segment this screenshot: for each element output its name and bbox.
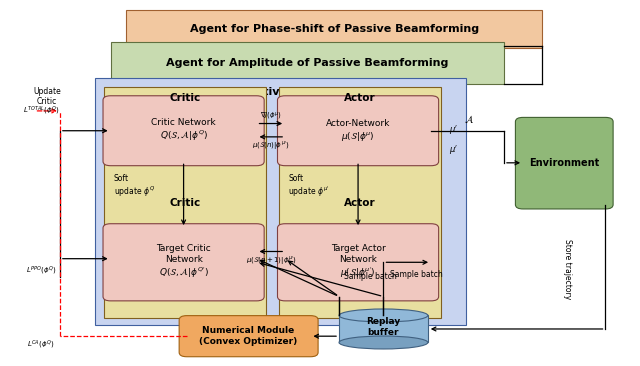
Text: Update
Critic: Update Critic [33, 87, 61, 106]
Text: $\mu'$: $\mu'$ [449, 123, 458, 136]
Text: Critic Network
$Q(\mathcal{S},\mathcal{A}|\phi^Q)$: Critic Network $Q(\mathcal{S},\mathcal{A… [151, 118, 216, 143]
Text: Numerical Module
(Convex Optimizer): Numerical Module (Convex Optimizer) [200, 326, 298, 346]
FancyBboxPatch shape [279, 87, 440, 318]
FancyBboxPatch shape [95, 78, 466, 325]
FancyBboxPatch shape [278, 96, 438, 166]
FancyBboxPatch shape [278, 224, 438, 301]
Text: Agent for Active Beamforming: Agent for Active Beamforming [186, 87, 375, 97]
Text: $L^{TOTAL}(\phi^Q)$: $L^{TOTAL}(\phi^Q)$ [22, 105, 59, 117]
Text: Soft
update $\phi^{\mu^{\prime}}$: Soft update $\phi^{\mu^{\prime}}$ [288, 174, 330, 199]
Text: Actor-Network
$\mu(\mathcal{S}|\phi^{\mu})$: Actor-Network $\mu(\mathcal{S}|\phi^{\mu… [326, 119, 390, 143]
Ellipse shape [339, 336, 428, 349]
Text: $\mathcal{A}$: $\mathcal{A}$ [464, 114, 474, 125]
Text: Target Actor
Network
$\mu(\mathcal{S}|\phi^{\mu'})$: Target Actor Network $\mu(\mathcal{S}|\p… [331, 244, 385, 280]
Text: Agent for Phase-shift of Passive Beamforming: Agent for Phase-shift of Passive Beamfor… [189, 24, 479, 34]
Ellipse shape [339, 309, 428, 322]
Text: Actor: Actor [344, 198, 376, 208]
Text: $\nabla J(\phi^{\mu})$: $\nabla J(\phi^{\mu})$ [260, 111, 282, 122]
FancyBboxPatch shape [111, 42, 504, 84]
Text: $\mu(\mathcal{S}(n+1)|\phi^{\mu^{\prime}})$: $\mu(\mathcal{S}(n+1)|\phi^{\mu^{\prime}… [246, 254, 296, 267]
Text: Critic: Critic [170, 198, 201, 208]
FancyBboxPatch shape [179, 315, 318, 357]
Text: Replay
buffer: Replay buffer [366, 317, 401, 337]
Text: Critic: Critic [170, 93, 201, 103]
Text: Sample batch: Sample batch [344, 272, 397, 281]
Bar [339, 315, 428, 343]
Text: $\mu(\mathcal{S}(n)|\phi^{\mu^{\prime}})$: $\mu(\mathcal{S}(n)|\phi^{\mu^{\prime}})… [252, 139, 290, 152]
Text: Agent for Amplitude of Passive Beamforming: Agent for Amplitude of Passive Beamformi… [166, 58, 449, 68]
Text: $L^{PPO}(\phi^Q)$: $L^{PPO}(\phi^Q)$ [26, 265, 56, 277]
Text: $L^{CA}(\phi^Q)$: $L^{CA}(\phi^Q)$ [27, 339, 54, 351]
FancyBboxPatch shape [103, 96, 264, 166]
Text: Target Critic
Network
$Q(\mathcal{S},\mathcal{A}|\phi^{Q'})$: Target Critic Network $Q(\mathcal{S},\ma… [156, 244, 211, 280]
Text: Actor: Actor [344, 93, 376, 103]
Text: Soft
update $\phi^Q$: Soft update $\phi^Q$ [114, 174, 155, 199]
Text: Environment: Environment [529, 158, 600, 168]
Text: Store trajectory: Store trajectory [563, 239, 572, 300]
FancyBboxPatch shape [103, 224, 264, 301]
Text: $\mu'$: $\mu'$ [449, 143, 458, 156]
FancyBboxPatch shape [515, 117, 613, 209]
Text: Sample batch: Sample batch [390, 270, 442, 279]
FancyBboxPatch shape [104, 87, 266, 318]
FancyBboxPatch shape [127, 10, 542, 48]
